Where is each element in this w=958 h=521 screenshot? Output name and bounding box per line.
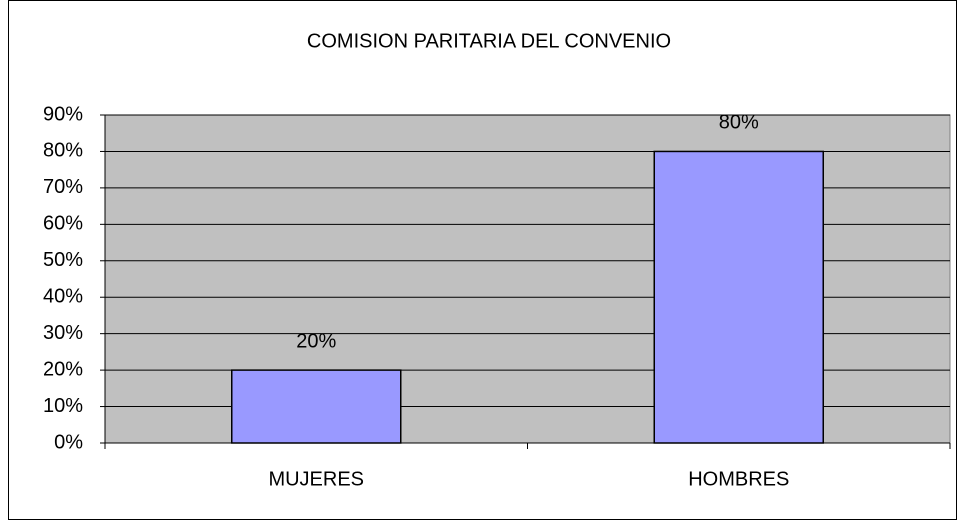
bar: [231, 369, 402, 444]
chart-title: COMISION PARITARIA DEL CONVENIO: [307, 30, 671, 52]
x-tick-label: HOMBRES: [688, 468, 789, 490]
data-label: 20%: [296, 330, 336, 352]
y-tick-label: 40%: [43, 286, 83, 308]
y-tick-label: 70%: [43, 176, 83, 198]
y-tick-label: 10%: [43, 395, 83, 417]
y-tick-label: 0%: [54, 431, 83, 453]
y-tick-label: 80%: [43, 140, 83, 162]
data-label: 80%: [719, 112, 759, 134]
bar: [653, 150, 824, 444]
y-tick-label: 90%: [43, 103, 83, 125]
y-tick-label: 60%: [43, 213, 83, 235]
y-tick-label: 20%: [43, 358, 83, 380]
y-tick-label: 30%: [43, 322, 83, 344]
x-tick-label: MUJERES: [268, 468, 364, 490]
y-tick-label: 50%: [43, 249, 83, 271]
